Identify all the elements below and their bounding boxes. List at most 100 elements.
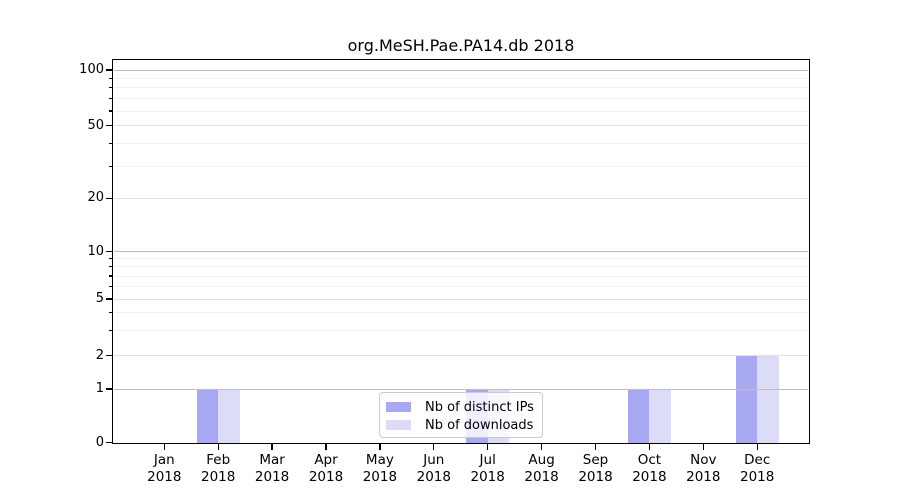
x-tick-mark [540, 443, 543, 450]
legend-label-downloads: Nb of downloads [425, 417, 534, 433]
y-minor-tick-mark [108, 98, 112, 100]
y-gridline-minor [114, 165, 808, 167]
x-tick-mark [756, 443, 758, 450]
legend-swatch-downloads [386, 420, 411, 430]
y-gridline-5 [114, 298, 808, 300]
x-tick-year: 2018 [201, 469, 236, 485]
x-tick-month: Oct [637, 452, 662, 468]
x-axis-tick-label: Nov 2018 [671, 452, 735, 486]
x-tick-mark [163, 443, 165, 450]
x-tick-month: Feb [206, 452, 231, 468]
x-axis-tick-label: Oct 2018 [617, 452, 681, 486]
legend-label-distinct-ips: Nb of distinct IPs [425, 399, 534, 415]
y-gridline-20 [114, 197, 808, 199]
x-tick-month: Dec [744, 452, 771, 468]
x-tick-year: 2018 [632, 469, 667, 485]
x-axis-tick-label: May 2018 [348, 452, 412, 486]
bar-downloads-feb [218, 389, 240, 443]
x-tick-mark [433, 443, 435, 450]
y-axis-tick-label: 1 [95, 381, 104, 396]
x-tick-mark [648, 443, 651, 450]
y-gridline-100 [114, 69, 808, 71]
x-tick-year: 2018 [308, 469, 344, 485]
y-minor-tick-mark [108, 77, 112, 79]
legend: Nb of distinct IPs Nb of downloads [379, 392, 543, 438]
y-tick-mark [106, 125, 112, 127]
y-tick-mark [106, 388, 112, 390]
x-tick-mark [325, 443, 327, 450]
y-gridline-minor [114, 77, 808, 79]
y-minor-tick-mark [108, 285, 112, 288]
y-gridline-minor [114, 142, 808, 144]
y-axis-tick-label: 20 [87, 190, 104, 206]
x-tick-year: 2018 [470, 469, 505, 485]
y-axis-tick-label: 2 [95, 347, 104, 363]
y-minor-tick-mark [108, 165, 112, 167]
x-tick-year: 2018 [254, 469, 290, 485]
legend-swatch-distinct-ips [386, 402, 411, 412]
x-axis-tick-label: Jun 2018 [402, 452, 466, 486]
x-axis-tick-label: Sep 2018 [564, 452, 628, 486]
legend-entry-distinct-ips: Nb of distinct IPs [386, 398, 534, 416]
y-tick-mark [106, 298, 112, 300]
y-tick-mark [106, 251, 112, 253]
y-tick-mark [106, 197, 112, 199]
x-tick-month: Mar [259, 452, 285, 468]
x-tick-year: 2018 [578, 469, 613, 485]
y-gridline-50 [114, 125, 808, 127]
bar-distinct-ips-feb [196, 389, 219, 443]
y-gridline-1 [114, 388, 808, 390]
y-axis-tick-label: 100 [79, 62, 104, 77]
x-tick-mark [594, 443, 597, 450]
x-axis-tick-label: Jan 2018 [132, 452, 196, 486]
y-tick-mark [106, 69, 112, 71]
legend-entry-downloads: Nb of downloads [386, 416, 534, 434]
y-axis-tick-label: 50 [87, 117, 104, 133]
x-tick-month: Jan [153, 452, 175, 468]
x-tick-month: Apr [314, 452, 338, 468]
y-minor-tick-mark [108, 142, 112, 144]
x-axis-tick-label: Feb 2018 [186, 452, 250, 486]
x-tick-mark [379, 443, 381, 450]
x-tick-mark [487, 443, 489, 450]
y-gridline-minor [114, 330, 808, 332]
x-axis-tick-label: Jul 2018 [456, 452, 520, 486]
x-tick-year: 2018 [524, 469, 559, 485]
chart-title: org.MeSH.Pae.PA14.db 2018 [347, 36, 575, 55]
x-tick-month: Jun [423, 452, 445, 468]
y-tick-mark [106, 355, 112, 357]
x-tick-mark [217, 443, 219, 450]
y-minor-tick-mark [108, 330, 112, 332]
y-gridline-minor [114, 275, 808, 277]
x-tick-month: May [365, 452, 394, 468]
x-tick-month: Nov [690, 452, 717, 468]
y-gridline-minor [114, 312, 808, 314]
bar-distinct-ips-dec [735, 355, 758, 443]
x-tick-mark [271, 443, 273, 450]
y-minor-tick-mark [108, 312, 112, 314]
x-axis-tick-label: Apr 2018 [294, 452, 358, 486]
y-gridline-minor [114, 258, 808, 260]
x-tick-mark [702, 443, 704, 450]
y-gridline-minor [114, 286, 808, 288]
y-gridline-minor [114, 266, 808, 268]
bar-downloads-oct [649, 389, 671, 443]
x-tick-year: 2018 [147, 469, 182, 485]
x-tick-year: 2018 [740, 469, 775, 485]
y-gridline-minor [114, 110, 808, 112]
y-minor-tick-mark [108, 275, 112, 277]
y-axis-tick-label: 5 [95, 291, 104, 306]
y-gridline-10 [114, 251, 808, 253]
x-tick-year: 2018 [362, 469, 398, 485]
y-gridline-minor [114, 98, 808, 100]
y-axis-tick-label: 10 [87, 243, 104, 259]
y-gridline-minor [114, 87, 808, 89]
x-tick-month: Jul [479, 452, 496, 468]
y-minor-tick-mark [108, 266, 112, 268]
x-axis-tick-label: Dec 2018 [725, 452, 789, 486]
y-gridline-2 [114, 355, 808, 357]
x-tick-month: Sep [582, 452, 609, 468]
x-axis-tick-label: Aug 2018 [510, 452, 574, 486]
